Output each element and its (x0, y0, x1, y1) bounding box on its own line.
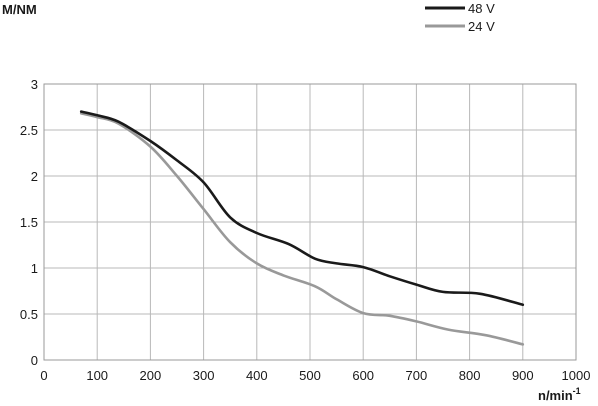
x-tick-label: 1000 (562, 368, 591, 383)
x-tick-label: 300 (193, 368, 215, 383)
x-axis-label: n/min-1 (538, 386, 581, 403)
series-line-48v (79, 110, 525, 307)
x-tick-label: 400 (246, 368, 268, 383)
x-axis-label-base: n/min (538, 388, 573, 403)
x-tick-label: 500 (299, 368, 321, 383)
series-line-24v (79, 112, 525, 346)
legend-label-24v: 24 V (468, 19, 495, 34)
legend: 48 V 24 V (425, 1, 495, 34)
legend-label-48v: 48 V (468, 1, 495, 16)
y-tick-label: 2 (31, 169, 38, 184)
y-axis-label: M/NM (2, 2, 37, 17)
x-tick-label: 600 (352, 368, 374, 383)
y-tick-label: 1 (31, 261, 38, 276)
x-axis-label-sup: -1 (573, 386, 581, 396)
y-tick-label: 0.5 (20, 307, 38, 322)
plot-frame (43, 83, 577, 361)
series-lines (79, 110, 525, 346)
x-tick-label: 200 (140, 368, 162, 383)
x-tick-labels: 0 100 200 300 400 500 600 700 800 900 1000 (40, 368, 590, 383)
y-tick-label: 3 (31, 77, 38, 92)
x-tick-label: 900 (512, 368, 534, 383)
x-tick-label: 0 (40, 368, 47, 383)
y-tick-label: 2.5 (20, 123, 38, 138)
x-tick-label: 100 (86, 368, 108, 383)
x-tick-label: 800 (459, 368, 481, 383)
y-tick-label: 1.5 (20, 215, 38, 230)
y-tick-labels: 0 0.5 1 1.5 2 2.5 3 (20, 77, 38, 368)
x-tick-label: 700 (406, 368, 428, 383)
y-tick-label: 0 (31, 353, 38, 368)
